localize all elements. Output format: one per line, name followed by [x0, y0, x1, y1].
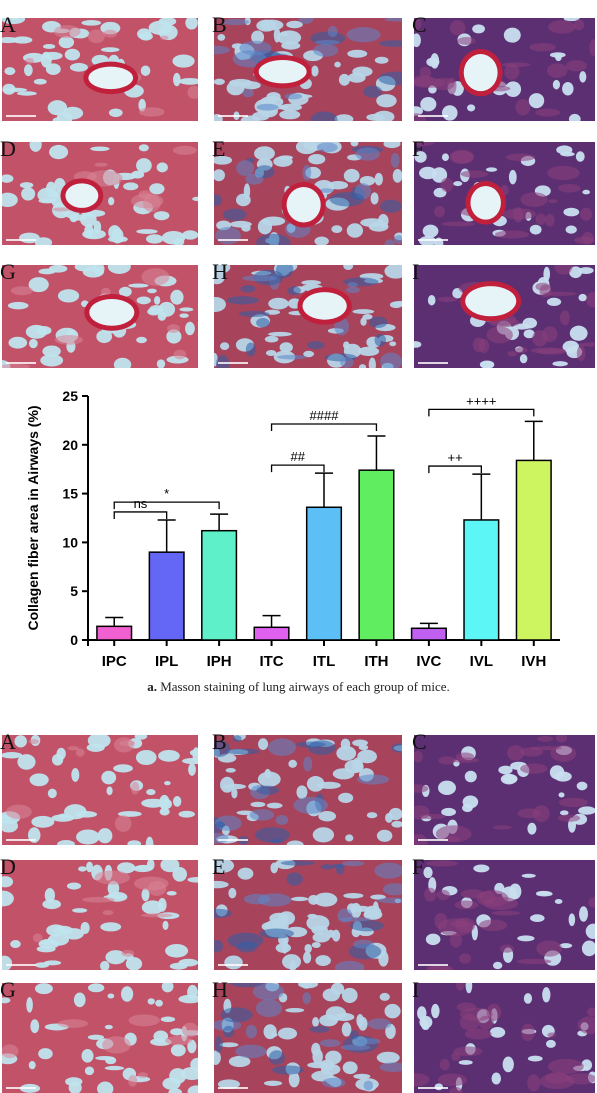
bar-itl: [305, 506, 343, 641]
fig-a-panel-label: E: [212, 136, 226, 161]
fig-b-panel-label: I: [412, 977, 420, 1002]
micrograph-image: [2, 265, 198, 368]
significance-label: ####: [310, 408, 340, 423]
significance-label: ##: [291, 449, 306, 464]
fig-b-panel-e: [214, 860, 402, 970]
micrograph-image: [414, 265, 595, 368]
fig-b-panel-f: [414, 860, 595, 970]
fig-b-panel-c: [414, 735, 595, 845]
micrograph-image: [2, 983, 198, 1093]
fig-a-panel-label: B: [212, 12, 227, 37]
fig-a-panel-c: [414, 18, 595, 121]
x-tick-label: IPH: [207, 653, 232, 670]
fig-b-panel-label: G: [0, 977, 16, 1002]
fig-b-panel-label: A: [0, 729, 16, 754]
fig-a-panel-label: G: [0, 259, 16, 284]
micrograph-image: [414, 142, 595, 245]
fig-b-panel-g: [2, 983, 198, 1093]
significance-label: *: [164, 486, 169, 501]
fig-b-panel-d: [2, 860, 198, 970]
collagen-bar-chart: 0 5 10 15 20 25 Collagen fiber area in Airways…: [25, 388, 560, 670]
y-tick-label: 10: [62, 534, 78, 550]
significance-bracket: [113, 501, 220, 510]
fig-a-panel-e: [214, 142, 402, 245]
x-tick-label: ITC: [259, 653, 283, 670]
fig-a-panel-label: C: [412, 12, 427, 37]
significance-bracket: [428, 408, 535, 417]
micrograph-image: [414, 860, 595, 970]
fig-b-panel-label: D: [0, 854, 16, 879]
y-tick-label: 5: [70, 583, 78, 599]
significance-label: ++: [448, 450, 463, 465]
significance-label: ns: [134, 496, 148, 511]
fig-b-panel-h: [214, 983, 402, 1093]
x-tick-label: IPC: [102, 653, 127, 670]
fig-a-panel-f: [414, 142, 595, 245]
x-tick-label: IVL: [470, 653, 493, 670]
x-tick-label: ITH: [364, 653, 388, 670]
x-tick-label: IPL: [155, 653, 178, 670]
fig-a-panel-a: [2, 18, 198, 121]
fig-b-panel-label: H: [212, 977, 228, 1002]
significance-bracket: [113, 511, 168, 519]
micrograph-image: [2, 860, 198, 970]
fig-a-panel-label: I: [412, 259, 420, 284]
fig-b-panel-b: [214, 735, 402, 845]
y-tick-label: 25: [62, 388, 78, 404]
bar-iph: [201, 529, 238, 641]
micrograph-image: [414, 983, 595, 1093]
micrograph-image: [414, 735, 595, 845]
x-tick-label: IVH: [521, 653, 546, 670]
fig-b-panel-label: B: [212, 729, 227, 754]
figure-a-caption: a. Masson staining of lung airways of ea…: [0, 679, 597, 695]
bar-ivl: [463, 519, 500, 641]
micrograph-image: [214, 18, 402, 121]
x-tick-label: IVC: [416, 653, 441, 670]
fig-a-panel-label: F: [412, 136, 425, 161]
significance-bracket: [428, 465, 482, 474]
significance-bracket: [270, 423, 378, 432]
caption-label: a.: [147, 679, 157, 694]
fig-a-panel-d: [2, 142, 198, 245]
micrograph-image: [2, 18, 198, 121]
fig-b-panel-label: C: [412, 729, 427, 754]
fig-b-panel-label: E: [212, 854, 226, 879]
bar-itc: [253, 626, 290, 641]
bar-ith: [358, 469, 395, 641]
bar-ivh: [515, 459, 552, 641]
bar-ivc: [410, 627, 447, 641]
fig-a-panel-label: A: [0, 12, 16, 37]
micrograph-image: [2, 735, 198, 845]
fig-a-panel-label: H: [212, 259, 228, 284]
y-axis-label: Collagen fiber area in Airways (%): [25, 405, 41, 630]
micrograph-image: [214, 735, 402, 845]
micrograph-image: [214, 265, 402, 368]
significance-label: ++++: [466, 393, 496, 408]
micrograph-image: [2, 142, 198, 245]
fig-a-panel-h: [214, 265, 402, 368]
micrograph-image: [214, 142, 402, 245]
micrograph-image: [214, 860, 402, 970]
micrograph-image: [214, 983, 402, 1093]
fig-b-panel-i: [414, 983, 595, 1093]
y-tick-label: 15: [62, 486, 78, 502]
fig-b-panel-label: F: [412, 854, 425, 879]
fig-a-panel-i: [414, 265, 595, 368]
x-tick-label: ITL: [313, 653, 336, 670]
significance-bracket: [270, 464, 325, 473]
y-tick-label: 20: [62, 437, 78, 453]
caption-text: Masson staining of lung airways of each …: [156, 679, 450, 694]
fig-a-panel-label: D: [0, 136, 16, 161]
fig-b-panel-a: [2, 735, 198, 845]
micrograph-image: [414, 18, 595, 121]
bar-ipc: [96, 625, 133, 641]
fig-a-panel-b: [214, 18, 402, 121]
fig-a-panel-g: [2, 265, 198, 368]
bar-ipl: [148, 551, 185, 641]
y-tick-label: 0: [70, 632, 78, 648]
